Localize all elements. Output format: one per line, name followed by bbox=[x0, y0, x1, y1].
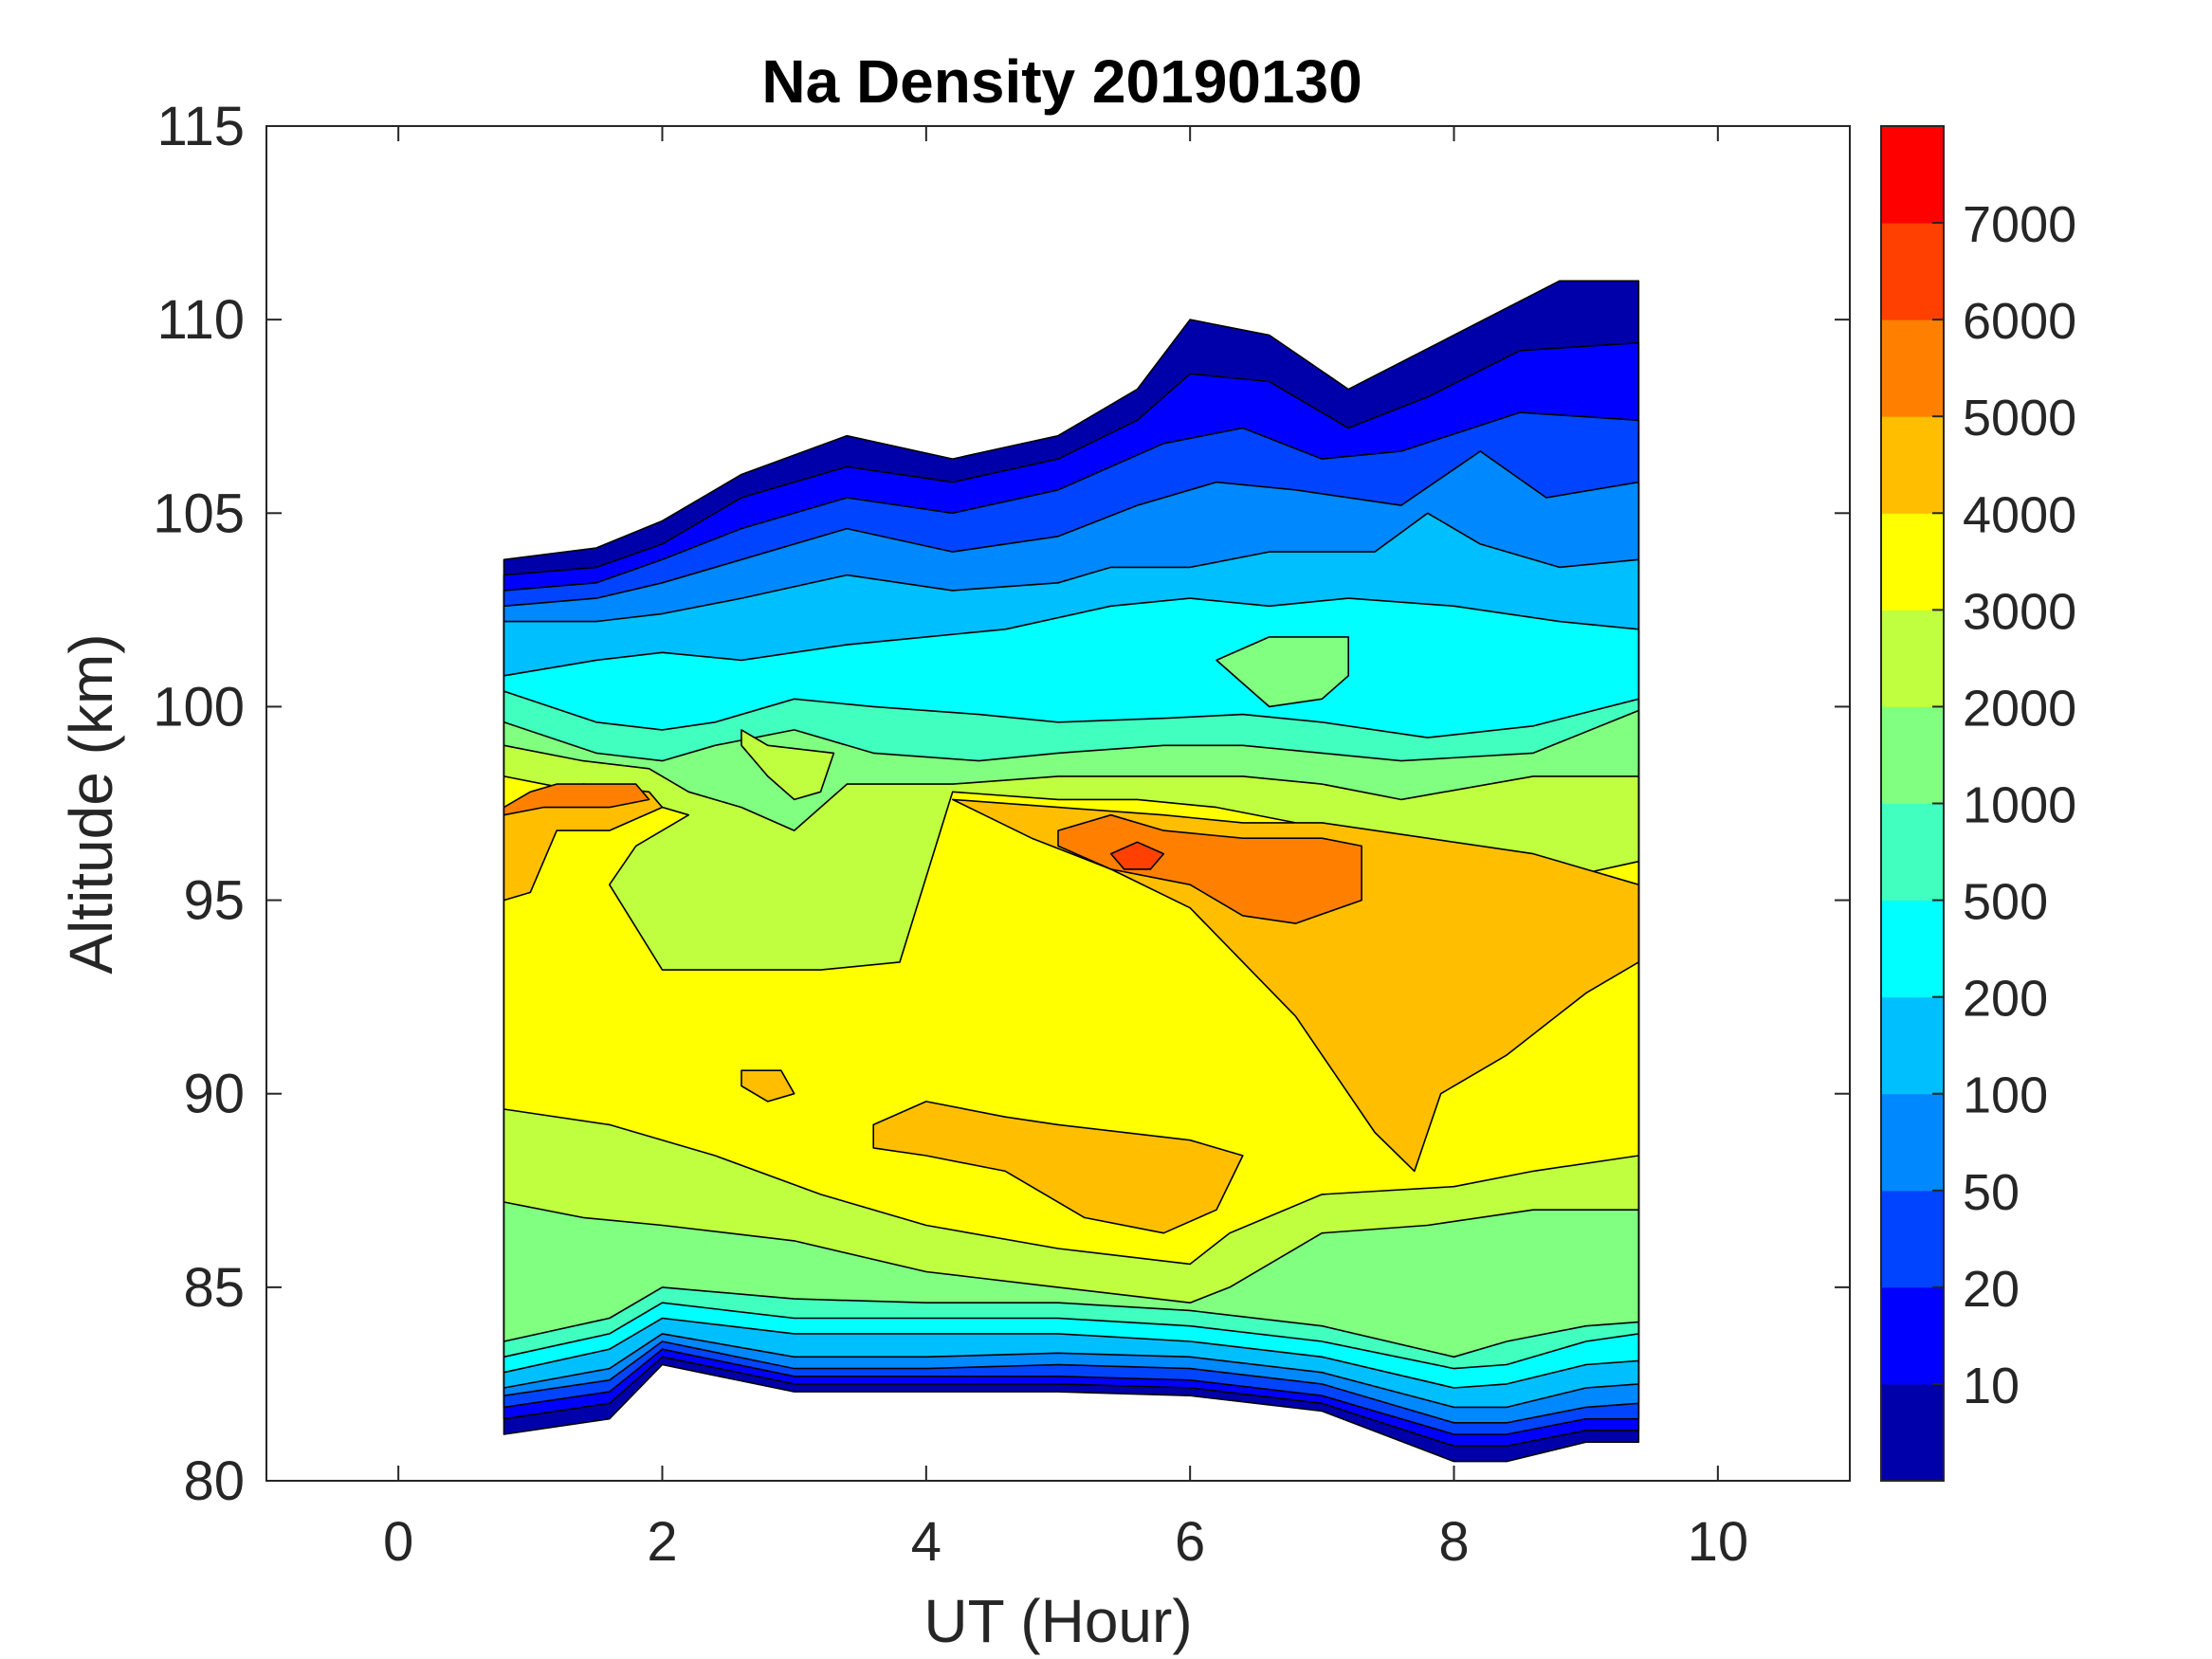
y-tick-label: 115 bbox=[157, 96, 245, 157]
x-tick-label: 6 bbox=[1175, 1511, 1205, 1573]
y-axis-title: Altitude (km) bbox=[57, 633, 125, 974]
colorbar-tick-label: 6000 bbox=[1963, 293, 2076, 350]
x-tick-label: 10 bbox=[1688, 1511, 1749, 1573]
x-tick-label: 8 bbox=[1438, 1511, 1469, 1573]
y-tick-label: 110 bbox=[157, 289, 245, 351]
x-tick-label: 2 bbox=[647, 1511, 677, 1573]
x-axis: 0 2 4 6 8 10 bbox=[383, 126, 1748, 1573]
colorbar-segment bbox=[1881, 1286, 1944, 1385]
colorbar-segment bbox=[1881, 416, 1944, 514]
colorbar-tick-label: 200 bbox=[1963, 971, 2048, 1028]
x-tick-label: 0 bbox=[383, 1511, 413, 1573]
y-tick-label: 100 bbox=[153, 676, 245, 738]
colorbar-segment bbox=[1881, 319, 1944, 417]
colorbar-segment bbox=[1881, 1093, 1944, 1192]
colorbar-segment bbox=[1881, 803, 1944, 902]
x-tick-label: 4 bbox=[911, 1511, 941, 1573]
colorbar-tick-label: 2000 bbox=[1963, 680, 2076, 737]
colorbar-segment bbox=[1881, 610, 1944, 707]
plot-frame bbox=[265, 125, 1851, 1482]
contour-band-4000-5000 bbox=[951, 798, 1640, 1173]
chart-title: Na Density 20190130 bbox=[761, 47, 1362, 116]
colorbar-segment bbox=[1881, 1383, 1944, 1482]
y-axis: 80 85 90 95 100 105 110 115 bbox=[153, 96, 1850, 1512]
y-tick-label: 85 bbox=[183, 1257, 245, 1319]
colorbar-segment bbox=[1881, 996, 1944, 1095]
contour-band-2000-3000 bbox=[740, 729, 835, 801]
colorbar-tick-label: 500 bbox=[1963, 874, 2048, 931]
contour-band-5000-6000 bbox=[503, 783, 650, 816]
y-tick-label: 95 bbox=[183, 870, 245, 932]
colorbar-tick-label: 20 bbox=[1963, 1261, 2020, 1318]
colorbar-segment bbox=[1881, 223, 1944, 320]
contour-layers bbox=[503, 280, 1640, 1463]
colorbar-segment bbox=[1881, 513, 1944, 611]
colorbar-segment bbox=[1881, 706, 1944, 804]
contour-band-4000-5000 bbox=[872, 1101, 1244, 1234]
colorbar-tick-label: 7000 bbox=[1963, 196, 2076, 253]
contour-band-4000-5000 bbox=[740, 1069, 795, 1103]
colorbar-tick-label: 4000 bbox=[1963, 486, 2076, 543]
colorbar-tick-label: 5000 bbox=[1963, 390, 2076, 447]
y-tick-label: 80 bbox=[183, 1450, 245, 1512]
colorbar-tick-label: 100 bbox=[1963, 1067, 2048, 1124]
colorbar-tick-label: 3000 bbox=[1963, 583, 2076, 640]
colorbar-tick-label: 1000 bbox=[1963, 777, 2076, 834]
y-tick-label: 105 bbox=[153, 483, 245, 544]
colorbar-segment bbox=[1881, 126, 1944, 224]
y-tick-label: 90 bbox=[183, 1064, 245, 1125]
colorbar-segment bbox=[1881, 1190, 1944, 1288]
colorbar-tick-label: 10 bbox=[1963, 1358, 2020, 1414]
x-axis-title: UT (Hour) bbox=[923, 1587, 1192, 1655]
colorbar: 10 20 50 100 200 500 1000 2000 3000 4000 5000 6000 7… bbox=[1880, 125, 2076, 1482]
contour-band-5000-6000 bbox=[1057, 813, 1362, 924]
contour-band-1000-2000 bbox=[1216, 636, 1349, 708]
colorbar-tick-label: 50 bbox=[1963, 1164, 2020, 1221]
contour-band-6000-7000 bbox=[1109, 841, 1165, 870]
colorbar-segment bbox=[1881, 900, 1944, 998]
